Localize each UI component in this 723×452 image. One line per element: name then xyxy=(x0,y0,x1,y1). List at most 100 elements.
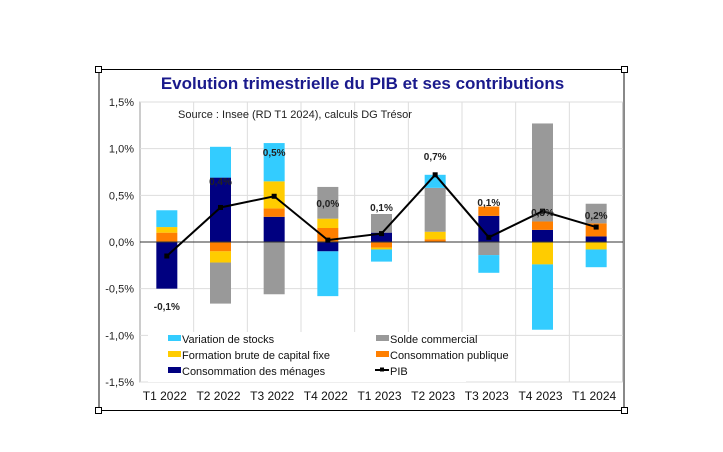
bar-segment-variation-de-stocks xyxy=(478,255,500,273)
bar-segment-variation-de-stocks xyxy=(424,174,446,188)
legend-label: PIB xyxy=(390,366,408,378)
bar-segment-solde-commercial xyxy=(478,242,500,256)
bar-segment-formation-brute-de-capital-fixe xyxy=(317,218,339,228)
bar-segment-formation-brute-de-capital-fixe xyxy=(424,231,446,240)
pib-marker xyxy=(218,204,223,210)
bar-segment-solde-commercial xyxy=(424,187,446,232)
bar-segment-consommation-des-m-nages xyxy=(263,216,285,242)
bar-segment-consommation-des-m-nages xyxy=(156,242,178,289)
bar-segment-variation-de-stocks xyxy=(317,251,339,297)
legend-label: Formation brute de capital fixe xyxy=(182,350,330,362)
x-tick-label: T1 2024 xyxy=(572,389,616,403)
bar-segment-consommation-publique xyxy=(532,221,553,230)
bar-segment-consommation-publique xyxy=(478,206,500,216)
pib-data-label: 0,1% xyxy=(477,198,500,209)
y-tick-label: -1,0% xyxy=(105,330,134,342)
pib-data-label: 0,7% xyxy=(424,152,447,163)
pib-marker xyxy=(432,172,438,178)
x-tick-label: T3 2022 xyxy=(250,389,294,403)
pib-data-label: 0,4% xyxy=(209,177,232,188)
y-tick-label: 1,5% xyxy=(109,97,134,109)
pib-data-label: 0,0% xyxy=(316,199,339,210)
bar-segment-consommation-publique xyxy=(263,208,285,217)
pib-data-label: 0,5% xyxy=(263,148,286,159)
bar-segment-consommation-publique xyxy=(371,242,392,248)
x-tick-label: T4 2022 xyxy=(304,389,348,403)
pib-marker xyxy=(164,253,170,259)
y-tick-label: 1,0% xyxy=(109,144,134,156)
pib-data-label: 0,3% xyxy=(531,208,554,219)
bar-segment-solde-commercial xyxy=(532,123,553,222)
x-tick-label: T2 2022 xyxy=(196,389,240,403)
x-tick-label: T1 2022 xyxy=(143,389,187,403)
x-tick-label: T1 2023 xyxy=(357,389,401,403)
chart-frame-bottom xyxy=(98,410,625,411)
y-tick-label: 0,5% xyxy=(109,190,134,202)
legend-swatch xyxy=(168,335,181,341)
bar-segment-consommation-des-m-nages xyxy=(532,229,553,242)
bar-segment-variation-de-stocks xyxy=(532,264,553,330)
bar-segment-consommation-publique xyxy=(424,239,446,242)
pib-data-label: -0,1% xyxy=(154,302,180,313)
x-axis: T1 2022 T2 2022 T3 2022 T4 2022 T1 2023 T2 20… xyxy=(143,389,617,403)
bar-segment-variation-de-stocks xyxy=(210,146,231,178)
y-axis: 1,5% 1,0% 0,5% 0,0% -0,5% -1,0% -1,5% xyxy=(105,97,134,389)
chart-frame-left xyxy=(98,69,100,411)
bar-segment-solde-commercial xyxy=(210,262,231,304)
pib-marker xyxy=(325,237,331,243)
bar-segment-consommation-publique xyxy=(210,242,231,252)
resize-handle-top-left[interactable] xyxy=(95,66,102,73)
bar-segment-consommation-publique xyxy=(585,223,607,237)
pib-marker xyxy=(593,224,599,230)
bar-segment-formation-brute-de-capital-fixe xyxy=(532,242,553,265)
bar-segment-solde-commercial xyxy=(263,242,285,295)
bar-segment-consommation-des-m-nages xyxy=(317,242,339,252)
legend-label: Consommation des ménages xyxy=(182,366,326,378)
resize-handle-bottom-right[interactable] xyxy=(621,407,628,414)
pib-data-label: 0,2% xyxy=(585,211,608,222)
legend: Variation de stocks Solde commercial Forma… xyxy=(148,332,509,382)
y-tick-label: -1,5% xyxy=(105,377,134,389)
resize-handle-bottom-left[interactable] xyxy=(95,407,102,414)
legend-swatch xyxy=(376,351,389,357)
bar-segment-formation-brute-de-capital-fixe xyxy=(156,227,178,233)
y-tick-label: -0,5% xyxy=(105,284,134,296)
bar-segment-solde-commercial xyxy=(371,214,392,233)
bar-segment-variation-de-stocks xyxy=(371,249,392,262)
pib-data-label: 0,1% xyxy=(370,203,393,214)
data-labels: -0,1% 0,4% 0,5% 0,0% 0,1% 0,7% 0,1% 0,3% 0,2% xyxy=(154,148,608,313)
chart-title: Evolution trimestrielle du PIB et ses co… xyxy=(160,74,565,93)
legend-swatch xyxy=(376,335,389,341)
legend-background xyxy=(148,332,466,382)
legend-label: Solde commercial xyxy=(390,334,477,346)
bar-segment-solde-commercial xyxy=(317,186,339,219)
pib-marker xyxy=(271,193,277,199)
legend-swatch xyxy=(168,351,181,357)
bar-segment-variation-de-stocks xyxy=(585,249,607,268)
pib-marker xyxy=(486,234,492,240)
legend-label: Consommation publique xyxy=(390,350,509,362)
pib-marker xyxy=(379,231,384,237)
resize-handle-top-right[interactable] xyxy=(621,66,628,73)
bar-segment-formation-brute-de-capital-fixe xyxy=(210,251,231,263)
bar-segment-consommation-des-m-nages xyxy=(585,236,607,242)
bar-segment-formation-brute-de-capital-fixe xyxy=(585,242,607,250)
x-tick-label: T3 2023 xyxy=(465,389,509,403)
bar-segment-consommation-des-m-nages xyxy=(371,232,392,242)
legend-line-marker xyxy=(380,367,384,372)
chart-frame-top xyxy=(98,69,625,70)
bar-segment-solde-commercial xyxy=(585,203,607,224)
legend-swatch xyxy=(168,367,181,373)
bar-segment-variation-de-stocks xyxy=(156,210,178,228)
x-tick-label: T2 2023 xyxy=(411,389,455,403)
pib-line xyxy=(164,172,599,259)
chart-frame-right xyxy=(623,69,625,411)
y-tick-label: 0,0% xyxy=(109,237,134,249)
x-tick-label: T4 2023 xyxy=(518,389,562,403)
bar-segment-consommation-publique xyxy=(156,232,178,242)
legend-label: Variation de stocks xyxy=(182,334,275,346)
pib-marker xyxy=(540,208,545,214)
bar-segment-formation-brute-de-capital-fixe xyxy=(371,247,392,250)
source-note: Source : Insee (RD T1 2024), calculs DG … xyxy=(178,109,412,121)
